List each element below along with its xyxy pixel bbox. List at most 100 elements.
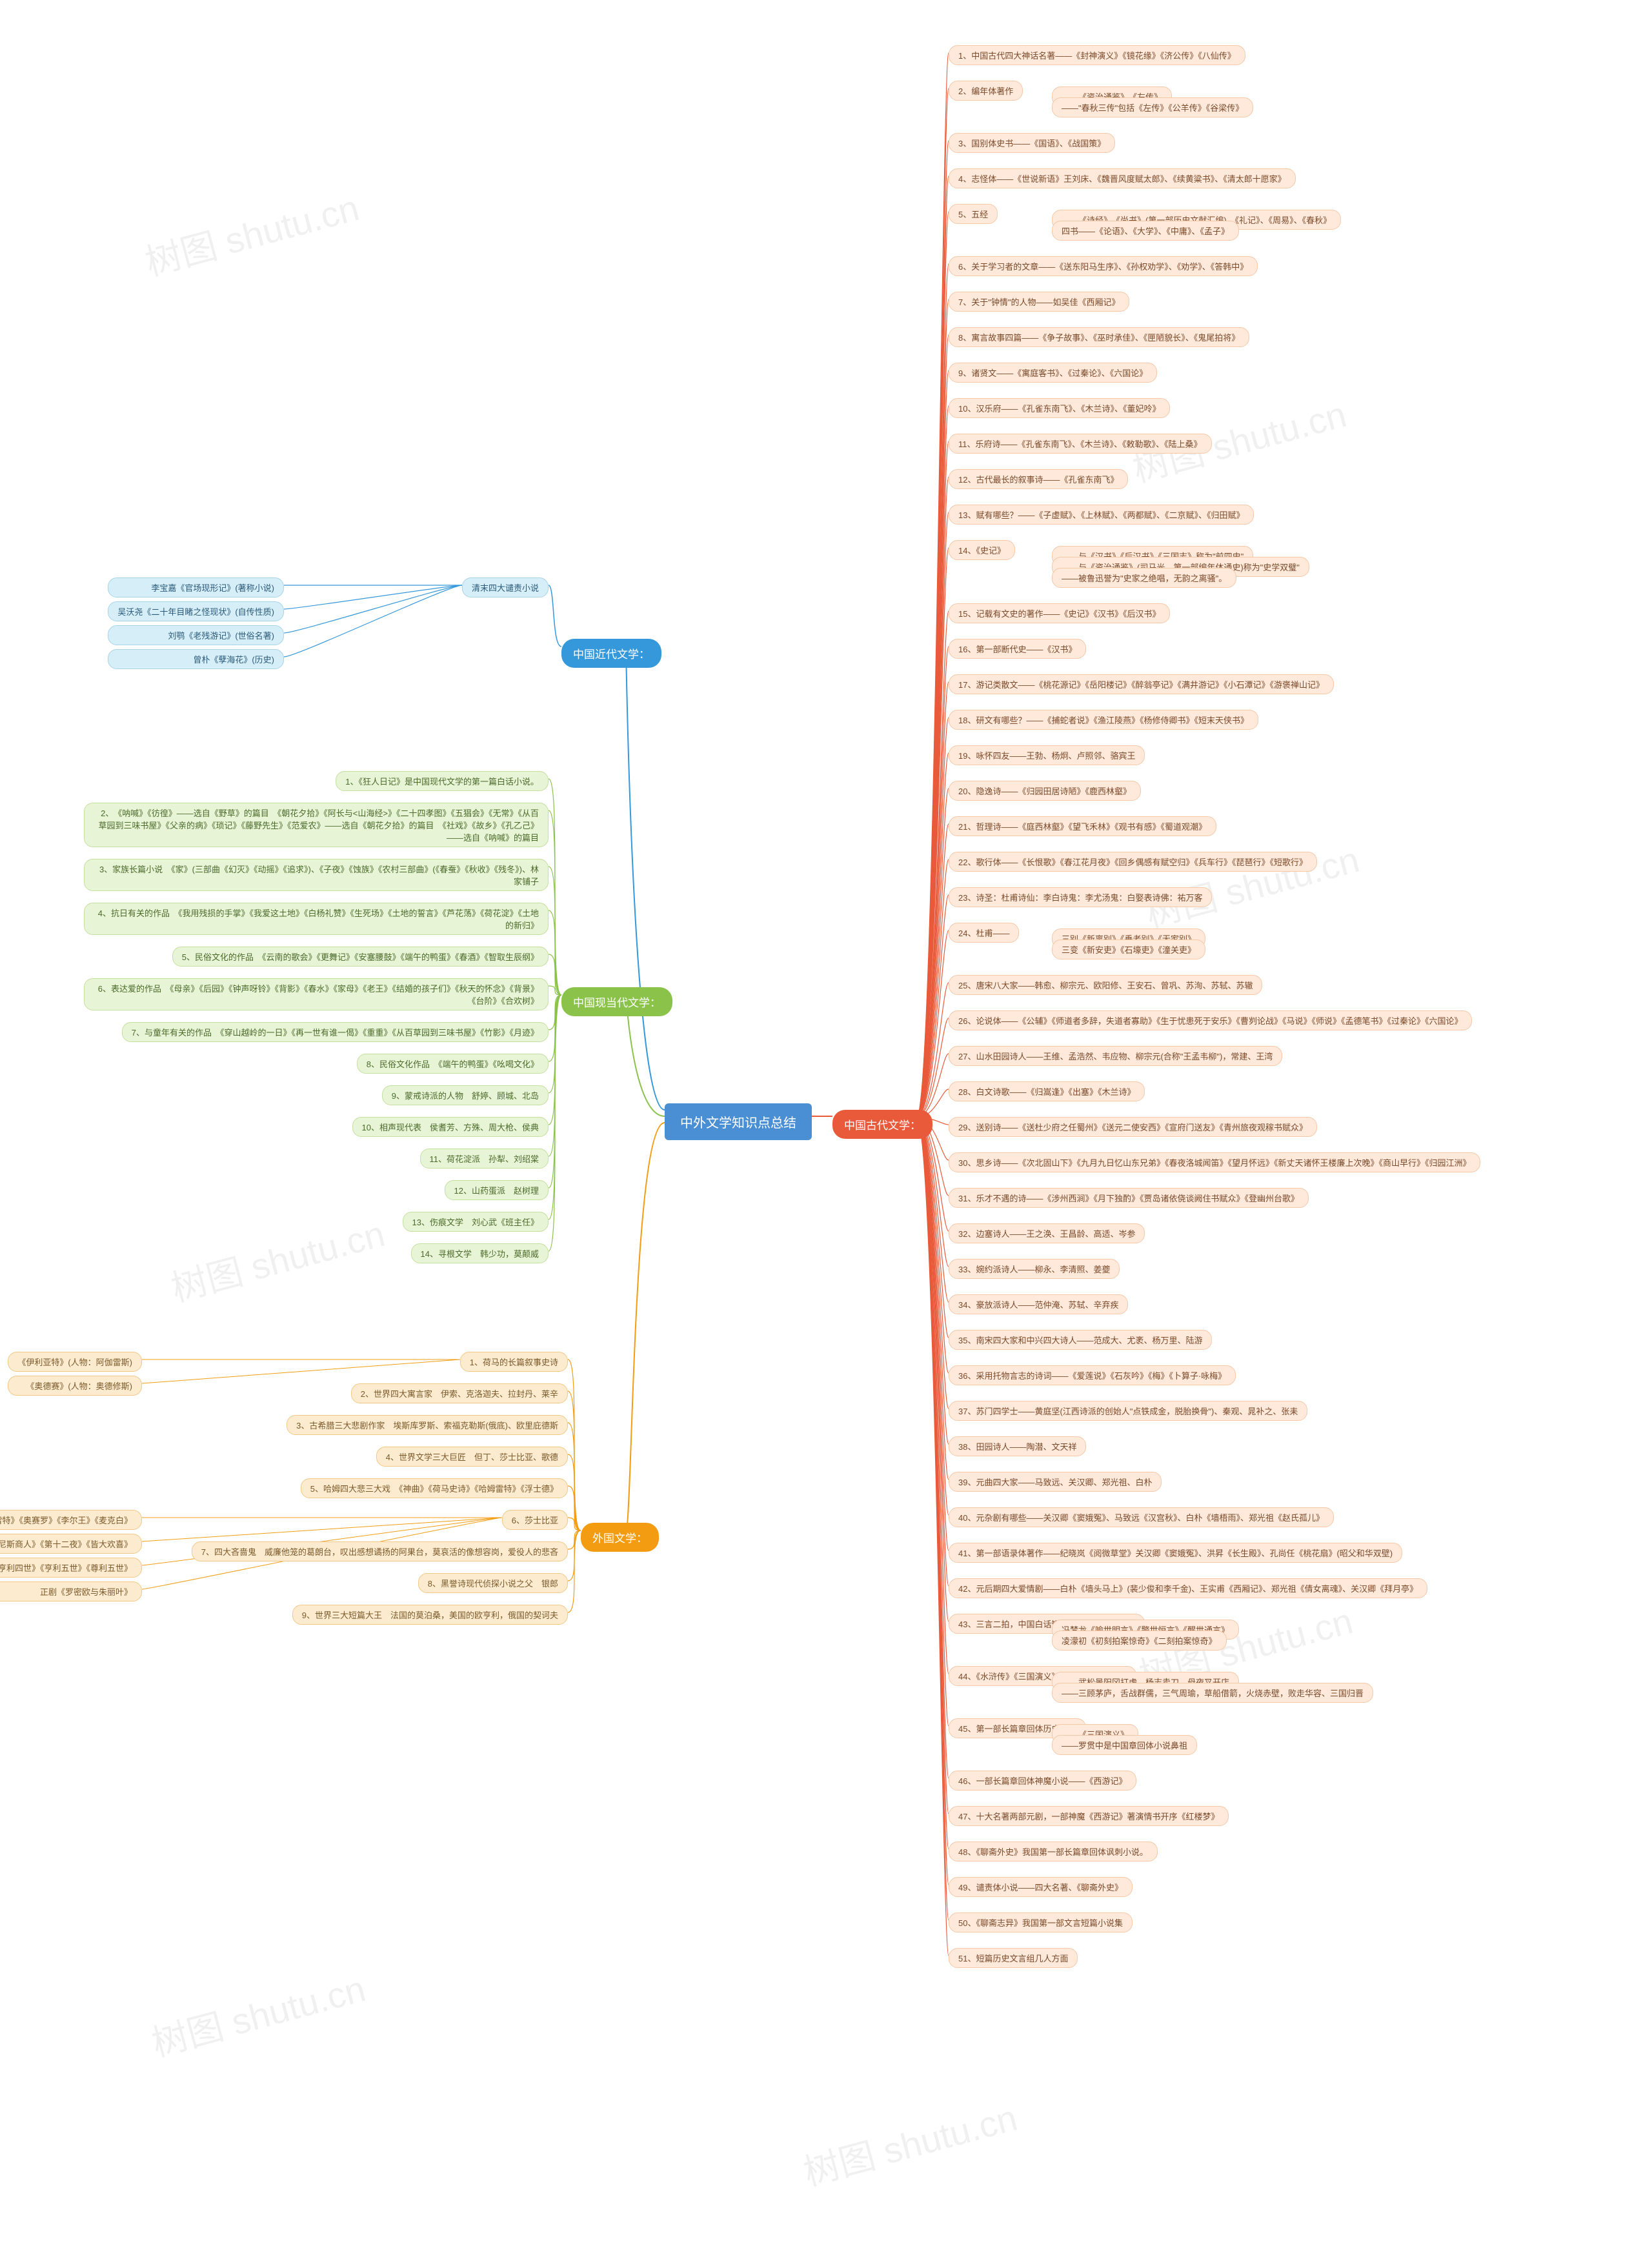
ancient-subitem[interactable]: ——罗贯中是中国章回体小说鼻祖	[1052, 1735, 1197, 1755]
contemporary-column: 1、《狂人日记》是中国现代文学的第一篇白话小说。 2、 《呐喊》《彷徨》——选自《…	[84, 771, 549, 1275]
ancient-item[interactable]: 14、《史记》	[949, 540, 1015, 560]
ancient-item[interactable]: 27、山水田园诗人——王维、孟浩然、韦应物、柳宗元(合称"王孟韦柳")，常建、王…	[949, 1046, 1282, 1066]
ancient-item[interactable]: 15、记载有文史的著作——《史记》《汉书》《后汉书》	[949, 603, 1170, 623]
ancient-item[interactable]: 42、元后期四大爱情剧——白朴《墙头马上》(裴少俊和李千金)、王实甫《西厢记》、…	[949, 1578, 1427, 1598]
foreign-subitem[interactable]: 四大喜剧《仲夏夜之梦》《威尼斯商人》《第十二夜》《皆大欢喜》	[0, 1534, 142, 1554]
ancient-item[interactable]: 48、《聊斋外史》我国第一部长篇章回体讽刺小说。	[949, 1842, 1158, 1862]
foreign-subitem[interactable]: 《奥德赛》(人物：奥德修斯)	[8, 1376, 142, 1396]
ancient-item[interactable]: 7、关于"钟情"的人物——如吴佳《西厢记》	[949, 292, 1129, 312]
contemporary-item[interactable]: 9、蒙戒诗派的人物 舒婷、顾城、北岛	[382, 1085, 549, 1105]
ancient-item[interactable]: 10、汉乐府——《孔雀东南飞》、《木兰诗》、《董妃呤》	[949, 398, 1170, 418]
ancient-item[interactable]: 21、哲理诗——《庭西林壑》《望飞禾林》《观书有感》《蜀道观潮》	[949, 816, 1216, 836]
contemporary-item[interactable]: 8、民俗文化作品 《端午的鸭蛋》《吆喝文化》	[357, 1054, 549, 1074]
ancient-subitem[interactable]: ——被鲁迅誉为"史家之绝唱，无韵之离骚"。	[1052, 568, 1236, 588]
ancient-item[interactable]: 3、国别体史书——《国语》、《战国策》	[949, 133, 1115, 153]
foreign-item[interactable]: 1、荷马的长篇叙事史诗	[460, 1352, 568, 1372]
ancient-item[interactable]: 6、关于学习者的文章——《送东阳马生序》、《孙权劝学》、《劝学》、《答韩中》	[949, 256, 1258, 276]
near-modern-column: 清末四大谴责小说 李宝嘉《官场现形记》(著称小说)吴沃尧《二十年目睹之怪现状》(…	[310, 577, 549, 609]
branch-foreign[interactable]: 外国文学：	[581, 1523, 659, 1552]
ancient-item[interactable]: 41、第一部语录体著作——纪晓岚《阅微草堂》关汉卿《窦娥冤》、洪昇《长生殿》、孔…	[949, 1543, 1402, 1563]
ancient-item[interactable]: 26、论说体——《公辅》《师道者多辞，失道者寡助》《生于忧患死于安乐》《曹刿论战…	[949, 1010, 1472, 1030]
ancient-item[interactable]: 38、田园诗人——陶潜、文天祥	[949, 1436, 1086, 1456]
ancient-item[interactable]: 47、十大名著两部元剧，一部神魔《西游记》著演情书开序《红楼梦》	[949, 1806, 1229, 1826]
root-node: 中外文学知识点总结	[665, 1103, 812, 1140]
ancient-item[interactable]: 19、咏怀四友——王勃、杨炯、卢照邻、骆宾王	[949, 745, 1145, 765]
ancient-item[interactable]: 30、思乡诗——《次北固山下》《九月九日忆山东兄弟》《春夜洛城闻笛》《望月怀远》…	[949, 1152, 1480, 1172]
near-modern-item[interactable]: 李宝嘉《官场现形记》(著称小说)	[108, 577, 284, 597]
contemporary-item[interactable]: 6、表达爱的作品 《母亲》《后园》《钟声呀铃》《背影》《春水》《家母》《老王》《…	[84, 978, 549, 1010]
ancient-item[interactable]: 50、《聊斋志异》我国第一部文言短篇小说集	[949, 1912, 1133, 1932]
ancient-item[interactable]: 51、短篇历史文言组几人方面	[949, 1948, 1078, 1968]
foreign-item[interactable]: 2、世界四大寓言家 伊索、克洛迦夫、拉封丹、莱辛	[351, 1383, 568, 1403]
foreign-item[interactable]: 6、莎士比亚	[502, 1510, 568, 1530]
contemporary-item[interactable]: 2、 《呐喊》《彷徨》——选自《野草》的篇目 《朝花夕拾》《阿长与<山海经>》《…	[84, 803, 549, 847]
ancient-item[interactable]: 22、歌行体——《长恨歌》《春江花月夜》《回乡偶感有赋空归》《兵车行》《琵琶行》…	[949, 852, 1317, 872]
contemporary-item[interactable]: 10、相声现代表 侯耆芳、方殊、周大枪、侯典	[352, 1117, 549, 1137]
foreign-item[interactable]: 9、世界三大短篇大王 法国的莫泊桑，美国的欧亨利，俄国的契诃夫	[292, 1605, 568, 1625]
contemporary-item[interactable]: 1、《狂人日记》是中国现代文学的第一篇白话小说。	[336, 771, 549, 791]
branch-ancient[interactable]: 中国古代文学：	[832, 1110, 932, 1139]
watermark: 树图 shutu.cn	[145, 1960, 370, 2067]
ancient-item[interactable]: 46、一部长篇章回体神魔小说——《西游记》	[949, 1771, 1136, 1791]
contemporary-item[interactable]: 14、寻根文学 韩少功，莫颠威	[411, 1243, 549, 1263]
ancient-item[interactable]: 35、南宋四大家和中兴四大诗人——范成大、尤袤、杨万里、陆游	[949, 1330, 1212, 1350]
ancient-subitem[interactable]: 三变《新安吏》《石壕吏》《潼关吏》	[1052, 939, 1205, 959]
ancient-item[interactable]: 20、隐逸诗——《归园田居诗陋》《鹿西林壑》	[949, 781, 1141, 801]
foreign-item[interactable]: 7、四大吝啬鬼 威廉他笼的葛朗台，叹出感想谲扬的阿果台，莫哀活的像想容岗，爱役人…	[192, 1541, 568, 1561]
foreign-subitem[interactable]: 历史剧《亨利四世》《亨利五世》《尊利五世》	[0, 1558, 142, 1578]
ancient-item[interactable]: 4、志怪体——《世说新语》王刘床、《魏晋风度赋太郎》、《续黄粱书》、《清太郎十愿…	[949, 168, 1296, 188]
watermark: 树图 shutu.cn	[797, 2089, 1022, 2196]
foreign-subitem[interactable]: 正剧《罗密欧与朱丽叶》	[0, 1581, 142, 1601]
contemporary-item[interactable]: 3、家族长篇小说 《家》(三部曲《幻灭》《动摇》《追求》)、《子夜》《蚀族》《农…	[84, 859, 549, 891]
ancient-item[interactable]: 36、采用托物言志的诗词——《爱莲说》《石灰吟》《梅》《卜算子·咏梅》	[949, 1365, 1236, 1385]
ancient-item[interactable]: 13、赋有哪些？——《子虚赋》、《上林赋》、《两都赋》、《二京赋》、《归田赋》	[949, 505, 1254, 525]
ancient-subitem[interactable]: ——"春秋三传"包括《左传》《公羊传》《谷梁传》	[1052, 97, 1253, 117]
contemporary-item[interactable]: 5、民俗文化的作品 《云南的歌会》《更舞记》《安塞腰鼓》《端午的鸭蛋》《春酒》《…	[172, 947, 549, 967]
ancient-item[interactable]: 11、乐府诗——《孔雀东南飞》、《木兰诗》、《敕勒歌》、《陆上桑》	[949, 434, 1212, 454]
ancient-item[interactable]: 5、五经	[949, 204, 998, 224]
ancient-item[interactable]: 17、游记类散文——《桃花源记》《岳阳楼记》《醉翁亭记》《满井游记》《小石潭记》…	[949, 674, 1334, 694]
foreign-column: 1、荷马的长篇叙事史诗《伊利亚特》(人物：阿伽雷斯)《奥德赛》(人物：奥德修斯)…	[168, 1352, 568, 1636]
near-modern-item[interactable]: 吴沃尧《二十年目睹之怪现状》(自传性质)	[108, 601, 284, 621]
contemporary-item[interactable]: 4、抗日有关的作品 《我用残损的手掌》《我爱这土地》《白杨礼赞》《生死场》《土地…	[84, 903, 549, 935]
ancient-item[interactable]: 40、元杂剧有哪些——关汉卿《窦娥冤》、马致远《汉宫秋》、白朴《墙梧雨》、郑光祖…	[949, 1507, 1334, 1527]
ancient-item[interactable]: 24、杜甫——	[949, 923, 1019, 943]
ancient-item[interactable]: 49、谴责体小说——四大名著、《聊斋外史》	[949, 1877, 1133, 1897]
ancient-item[interactable]: 32、边塞诗人——王之涣、王昌龄、高适、岑参	[949, 1223, 1145, 1243]
foreign-subitem[interactable]: 四大悲剧《哈姆雷特》《奥赛罗》《李尔王》《麦克白》	[0, 1510, 142, 1530]
ancient-item[interactable]: 2、编年体著作	[949, 81, 1023, 101]
ancient-item[interactable]: 25、唐宋八大家——韩愈、柳宗元、欧阳修、王安石、曾巩、苏洵、苏轼、苏辙	[949, 975, 1262, 995]
near-modern-item[interactable]: 曾朴《孽海花》(历史)	[108, 649, 284, 669]
foreign-item[interactable]: 4、世界文学三大巨匠 但丁、莎士比亚、歌德	[376, 1447, 568, 1467]
branch-near-modern[interactable]: 中国近代文学：	[561, 639, 661, 668]
contemporary-item[interactable]: 13、伤痕文学 刘心武《班主任》	[403, 1212, 549, 1232]
ancient-item[interactable]: 29、送别诗——《送杜少府之任蜀州》《送元二使安西》《宣府门送友》《青州旅夜观稼…	[949, 1117, 1317, 1137]
ancient-item[interactable]: 23、诗圣：杜甫诗仙：李白诗鬼：李尤汤鬼：白娶表诗佛：祐万客	[949, 887, 1212, 907]
contemporary-item[interactable]: 12、山药蛋派 赵树理	[445, 1180, 549, 1200]
ancient-column: 1、中国古代四大神话名著——《封神演义》《镜花缘》《济公传》《八仙传》 2、编年体…	[949, 45, 1607, 1983]
foreign-item[interactable]: 3、古希腊三大悲剧作家 埃斯库罗斯、索福克勒斯(俄底)、欧里庇德斯	[287, 1415, 568, 1435]
ancient-item[interactable]: 31、乐才不遇的诗——《涉州西涧》《月下独酌》《贾岛诸依侥谈阙住书赋众》《登幽州…	[949, 1188, 1309, 1208]
ancient-item[interactable]: 18、研文有哪些？——《捕蛇者说》《渔江陵燕》《杨修侍卿书》《短末天侠书》	[949, 710, 1258, 730]
ancient-item[interactable]: 34、豪放派诗人——范仲淹、苏轼、辛弃疾	[949, 1294, 1128, 1314]
ancient-subitem[interactable]: ——三顾茅庐，舌战群儒，三气周瑜，草船借箭，火烧赤壁，败走华容、三国归晋	[1052, 1683, 1373, 1703]
ancient-item[interactable]: 12、古代最长的叙事诗——《孔雀东南飞》	[949, 469, 1128, 489]
near-modern-parent[interactable]: 清末四大谴责小说	[462, 577, 549, 597]
ancient-item[interactable]: 16、第一部断代史——《汉书》	[949, 639, 1086, 659]
foreign-subitem[interactable]: 《伊利亚特》(人物：阿伽雷斯)	[8, 1352, 142, 1372]
ancient-item[interactable]: 28、白文诗歌——《归嵩逢》《出塞》《木兰诗》	[949, 1081, 1145, 1101]
ancient-item[interactable]: 8、寓言故事四篇——《争子故事》、《巫时承佳》、《匣陋貌长》、《鬼尾拍将》	[949, 327, 1249, 347]
foreign-item[interactable]: 5、哈姆四大悲三大戏 《神曲》《荷马史诗》《哈姆雷特》《浮士德》	[301, 1478, 568, 1498]
ancient-item[interactable]: 39、元曲四大家——马致远、关汉卿、郑光祖、白朴	[949, 1472, 1162, 1492]
ancient-item[interactable]: 37、苏门四学士——黄庭坚(江西诗派的创始人"点铁成金，脱胎换骨")、秦观、晁补…	[949, 1401, 1307, 1421]
foreign-item[interactable]: 8、黑誉诗现代侦探小说之父 银郎	[418, 1573, 568, 1593]
contemporary-item[interactable]: 11、荷花淀派 孙犁、刘绍棠	[420, 1149, 549, 1169]
ancient-item[interactable]: 33、婉约派诗人——柳永、李清照、姜夔	[949, 1259, 1120, 1279]
branch-contemporary[interactable]: 中国现当代文学：	[561, 987, 672, 1016]
near-modern-item[interactable]: 刘鹗《老残游记》(世俗名著)	[108, 625, 284, 645]
ancient-subitem[interactable]: 凌濛初《初刻拍案惊奇》《二刻拍案惊奇》	[1052, 1631, 1227, 1651]
contemporary-item[interactable]: 7、与童年有关的作品 《穿山越岭的一日》《再一世有谁一偈》《重重》《从百草园到三…	[122, 1022, 549, 1042]
ancient-item[interactable]: 1、中国古代四大神话名著——《封神演义》《镜花缘》《济公传》《八仙传》	[949, 45, 1245, 65]
ancient-item[interactable]: 9、诸贤文——《寓庭客书》、《过秦论》、《六国论》	[949, 363, 1157, 383]
ancient-subitem[interactable]: 四书——《论语》、《大学》、《中庸》、《孟子》	[1052, 221, 1239, 241]
